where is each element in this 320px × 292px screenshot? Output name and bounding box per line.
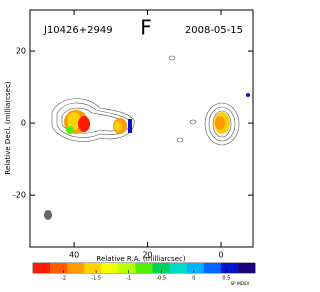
colorbar-segment <box>101 263 119 273</box>
panel-label: F <box>140 16 152 40</box>
colorbar-segment <box>135 263 153 273</box>
x-tick-label: 0 <box>218 251 223 260</box>
colorbar-segment <box>50 263 68 273</box>
y-tick-label: -20 <box>13 191 26 200</box>
colorbar-segment <box>169 263 187 273</box>
colorbar-tick-label: -1.5 <box>91 276 101 282</box>
colorbar-segment <box>118 263 136 273</box>
date: 2008-05-15 <box>185 25 243 36</box>
source-name: J10426+2949 <box>43 25 113 36</box>
colorbar-segment <box>67 263 85 273</box>
x-axis-label: Relative R.A. (milliarcsec) <box>96 255 185 263</box>
colorbar-tick-label: -2 <box>61 276 66 282</box>
colorbar-segment <box>203 263 222 273</box>
colorbar-tick-label: -1 <box>126 276 131 282</box>
colorbar-segment <box>186 263 205 273</box>
y-tick-label: 0 <box>21 119 26 128</box>
colorbar-segment <box>152 263 170 273</box>
radio-map <box>51 55 240 146</box>
plot-frame <box>29 9 254 248</box>
colorbar-tick-label: 0.5 <box>222 276 230 282</box>
colorbar-segment <box>33 263 51 273</box>
colorbar-tick-label: 0 <box>192 276 195 282</box>
chart: J10426+2949 F 2008-05-15 Relative R.A. (… <box>4 9 256 286</box>
x-tick-label: 40 <box>69 251 79 260</box>
x-tick-label: 20 <box>142 251 152 260</box>
y-axis-label: Relative Decl. (milliarcsec) <box>4 81 12 174</box>
colorbar-segment <box>84 263 102 273</box>
spectral-index-blobs <box>44 93 250 220</box>
colorbar-segment <box>220 263 239 273</box>
colorbar-segment <box>237 263 256 273</box>
colorbar-tick-label: -0.5 <box>156 276 166 282</box>
y-tick-label: 20 <box>16 47 26 56</box>
colorbar-label: SP INDEX <box>231 281 250 286</box>
